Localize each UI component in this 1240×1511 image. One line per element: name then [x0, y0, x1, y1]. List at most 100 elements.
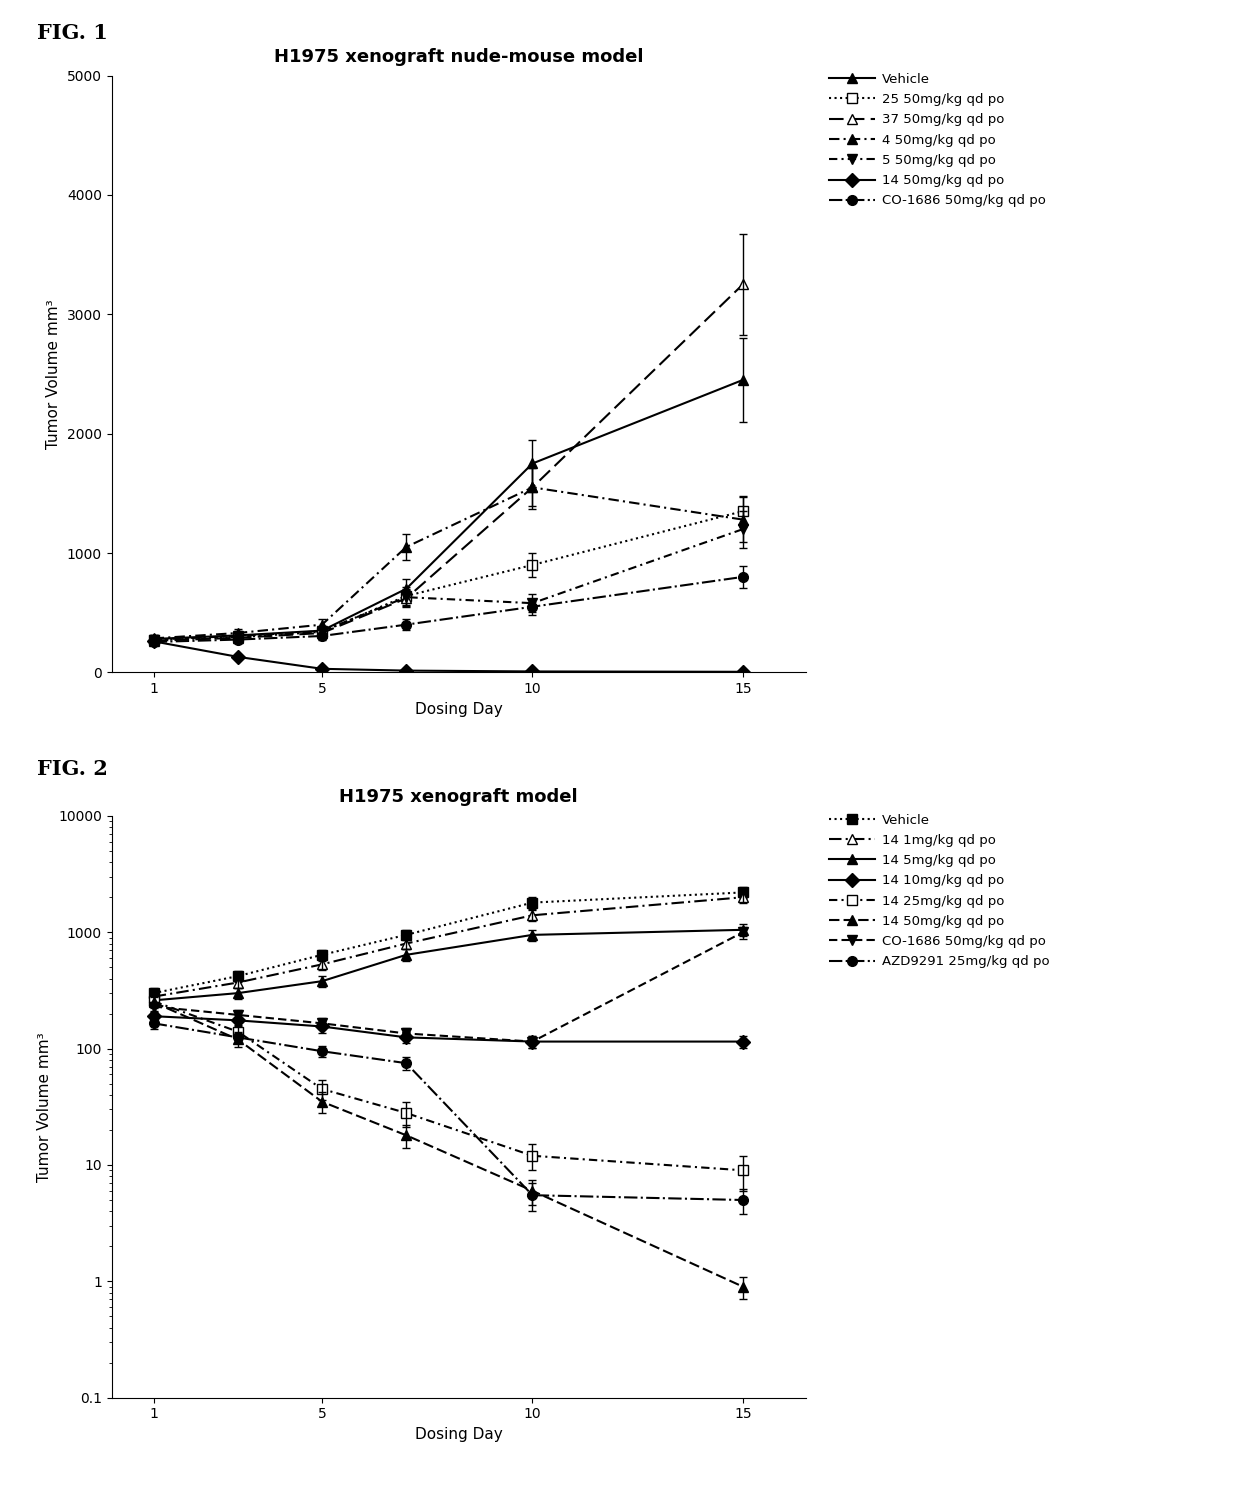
5 50mg/kg qd po [399, 588, 414, 606]
14 5mg/kg qd po [525, 926, 539, 944]
14 25mg/kg qd po [525, 1147, 539, 1165]
CO-1686 50mg/kg qd po [735, 923, 750, 941]
14 10mg/kg qd po [231, 1011, 246, 1029]
4 50mg/kg qd po [315, 615, 330, 633]
14 50mg/kg qd po [146, 993, 161, 1011]
14 50mg/kg qd po [735, 1278, 750, 1296]
Vehicle [315, 946, 330, 964]
CO-1686 50mg/kg qd po [525, 1032, 539, 1050]
25 50mg/kg qd po [231, 629, 246, 647]
Vehicle [525, 455, 539, 473]
37 50mg/kg qd po [399, 589, 414, 607]
14 25mg/kg qd po [231, 1023, 246, 1041]
Vehicle [231, 967, 246, 985]
Line: Vehicle: Vehicle [149, 375, 748, 644]
4 50mg/kg qd po [146, 629, 161, 647]
Line: CO-1686 50mg/kg qd po: CO-1686 50mg/kg qd po [149, 928, 748, 1047]
Vehicle [735, 884, 750, 902]
Vehicle [735, 370, 750, 388]
CO-1686 50mg/kg qd po [399, 1024, 414, 1043]
Line: 14 25mg/kg qd po: 14 25mg/kg qd po [149, 996, 748, 1176]
Legend: Vehicle, 25 50mg/kg qd po, 37 50mg/kg qd po, 4 50mg/kg qd po, 5 50mg/kg qd po, 1: Vehicle, 25 50mg/kg qd po, 37 50mg/kg qd… [827, 70, 1048, 210]
25 50mg/kg qd po [315, 623, 330, 641]
14 1mg/kg qd po [525, 907, 539, 925]
25 50mg/kg qd po [735, 502, 750, 520]
14 10mg/kg qd po [146, 1008, 161, 1026]
Line: Vehicle: Vehicle [149, 887, 748, 997]
37 50mg/kg qd po [525, 479, 539, 497]
AZD9291 25mg/kg qd po [399, 1055, 414, 1073]
14 1mg/kg qd po [399, 934, 414, 952]
Line: CO-1686 50mg/kg qd po: CO-1686 50mg/kg qd po [149, 573, 748, 647]
CO-1686 50mg/kg qd po [146, 633, 161, 651]
37 50mg/kg qd po [146, 632, 161, 650]
14 1mg/kg qd po [735, 888, 750, 907]
5 50mg/kg qd po [146, 630, 161, 648]
14 1mg/kg qd po [231, 973, 246, 991]
CO-1686 50mg/kg qd po [525, 598, 539, 616]
14 10mg/kg qd po [735, 1032, 750, 1050]
Line: 14 1mg/kg qd po: 14 1mg/kg qd po [149, 893, 748, 1002]
14 25mg/kg qd po [315, 1080, 330, 1098]
CO-1686 50mg/kg qd po [146, 997, 161, 1015]
Vehicle [146, 630, 161, 648]
37 50mg/kg qd po [315, 624, 330, 642]
Title: H1975 xenograft model: H1975 xenograft model [340, 789, 578, 805]
Line: 4 50mg/kg qd po: 4 50mg/kg qd po [149, 482, 748, 644]
CO-1686 50mg/kg qd po [399, 615, 414, 633]
Vehicle [231, 627, 246, 645]
Vehicle [146, 984, 161, 1002]
5 50mg/kg qd po [231, 627, 246, 645]
14 5mg/kg qd po [735, 920, 750, 938]
Vehicle [399, 580, 414, 598]
Text: FIG. 1: FIG. 1 [37, 23, 108, 42]
14 50mg/kg qd po [399, 662, 414, 680]
14 50mg/kg qd po [525, 662, 539, 680]
Title: H1975 xenograft nude-mouse model: H1975 xenograft nude-mouse model [274, 48, 644, 65]
4 50mg/kg qd po [525, 479, 539, 497]
37 50mg/kg qd po [231, 629, 246, 647]
Line: 14 10mg/kg qd po: 14 10mg/kg qd po [149, 1011, 748, 1047]
CO-1686 50mg/kg qd po [231, 1006, 246, 1024]
14 25mg/kg qd po [735, 1162, 750, 1180]
14 50mg/kg qd po [146, 632, 161, 650]
14 50mg/kg qd po [399, 1126, 414, 1144]
14 50mg/kg qd po [231, 1031, 246, 1049]
X-axis label: Dosing Day: Dosing Day [415, 701, 502, 716]
Vehicle [399, 926, 414, 944]
4 50mg/kg qd po [735, 511, 750, 529]
14 1mg/kg qd po [315, 955, 330, 973]
14 5mg/kg qd po [315, 972, 330, 990]
14 5mg/kg qd po [399, 946, 414, 964]
4 50mg/kg qd po [231, 624, 246, 642]
5 50mg/kg qd po [315, 623, 330, 641]
25 50mg/kg qd po [146, 632, 161, 650]
5 50mg/kg qd po [735, 520, 750, 538]
25 50mg/kg qd po [399, 586, 414, 604]
AZD9291 25mg/kg qd po [735, 1191, 750, 1209]
14 50mg/kg qd po [525, 1182, 539, 1200]
14 50mg/kg qd po [315, 660, 330, 678]
Vehicle [315, 621, 330, 639]
Line: AZD9291 25mg/kg qd po: AZD9291 25mg/kg qd po [149, 1018, 748, 1204]
Line: 37 50mg/kg qd po: 37 50mg/kg qd po [149, 280, 748, 645]
CO-1686 50mg/kg qd po [315, 627, 330, 645]
14 1mg/kg qd po [146, 988, 161, 1006]
14 5mg/kg qd po [231, 984, 246, 1002]
37 50mg/kg qd po [735, 275, 750, 293]
Line: 14 5mg/kg qd po: 14 5mg/kg qd po [149, 925, 748, 1005]
14 25mg/kg qd po [146, 993, 161, 1011]
Line: 5 50mg/kg qd po: 5 50mg/kg qd po [149, 524, 748, 644]
14 25mg/kg qd po [399, 1105, 414, 1123]
Line: 25 50mg/kg qd po: 25 50mg/kg qd po [149, 506, 748, 645]
14 10mg/kg qd po [399, 1029, 414, 1047]
Text: FIG. 2: FIG. 2 [37, 759, 108, 778]
AZD9291 25mg/kg qd po [315, 1043, 330, 1061]
AZD9291 25mg/kg qd po [525, 1186, 539, 1204]
X-axis label: Dosing Day: Dosing Day [415, 1426, 502, 1441]
4 50mg/kg qd po [399, 538, 414, 556]
Y-axis label: Tumor Volume mm³: Tumor Volume mm³ [46, 299, 61, 449]
5 50mg/kg qd po [525, 594, 539, 612]
14 10mg/kg qd po [525, 1032, 539, 1050]
14 5mg/kg qd po [146, 991, 161, 1009]
